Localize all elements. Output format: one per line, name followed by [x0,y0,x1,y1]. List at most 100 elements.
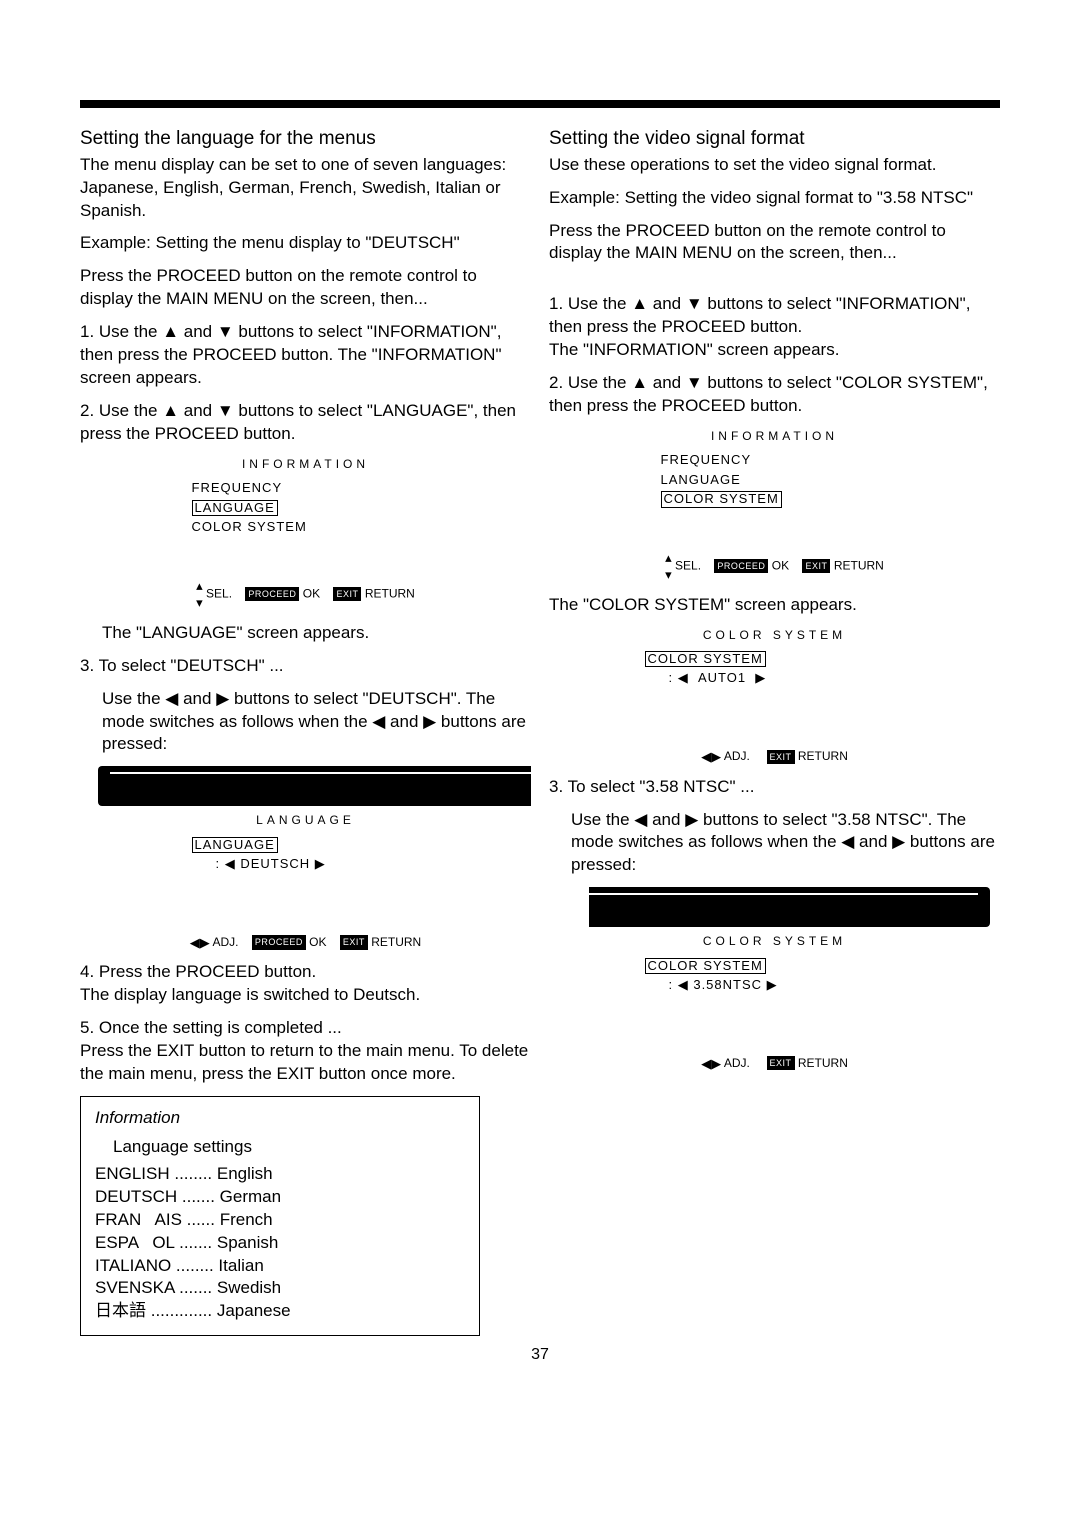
osd-ok: OK [303,586,320,600]
osd-item: COLOR SYSTEM [661,489,925,509]
exit-pill: EXIT [340,935,368,949]
osd-ok: OK [772,558,789,572]
osd-body: COLOR SYSTEM : ◀ AUTO1 ▶ [625,649,925,748]
mode-switch-diagram [589,887,990,927]
lang-row: SVENSKA ....... Swedish [95,1277,465,1300]
page-number: 37 [80,1346,1000,1364]
lang-row: DEUTSCH ....... German [95,1186,465,1209]
manual-page: Setting the language for the menus The m… [0,0,1080,1394]
osd-adj: ADJ. [212,935,238,949]
proceed-pill: PROCEED [714,559,768,573]
osd-value-row: : ◀ 3.58NTSC ▶ [645,975,925,995]
osd-item-highlight: COLOR SYSTEM [645,651,766,667]
osd-value: 3.58NTSC [693,977,762,992]
two-column-layout: Setting the language for the menus The m… [80,126,1000,1336]
left-press: Press the PROCEED button on the remote c… [80,265,531,311]
osd-footer: ▴▾ SEL. PROCEED OK EXIT RETURN [156,577,456,612]
right-step-3a: 3. To select "3.58 NTSC" ... [549,776,1000,799]
exit-pill: EXIT [767,750,795,764]
osd-return: RETURN [798,749,848,763]
osd-value-row: : ◀ AUTO1 ▶ [645,668,925,688]
leftright-icon: ◀▶ [701,748,721,766]
left-step-4: 4. Press the PROCEED button. The display… [80,961,531,1007]
osd-footer: ◀▶ ADJ. EXIT RETURN [625,748,925,766]
lang-row: ENGLISH ........ English [95,1163,465,1186]
osd-item-highlight: COLOR SYSTEM [645,958,766,974]
left-heading: Setting the language for the menus [80,126,531,152]
right-intro: Use these operations to set the video si… [549,154,1000,177]
lang-row: ESPA OL ....... Spanish [95,1232,465,1255]
osd-item: FREQUENCY [661,450,925,470]
left-step-5: 5. Once the setting is completed ... Pre… [80,1017,531,1086]
right-step-1: 1. Use the ▲ and ▼ buttons to select "IN… [549,293,1000,362]
proceed-pill: PROCEED [252,935,306,949]
osd-color-system-ntsc: COLOR SYSTEM COLOR SYSTEM : ◀ 3.58NTSC ▶… [625,933,925,1072]
osd-body: LANGUAGE : ◀ DEUTSCH ▶ [156,835,456,934]
left-example: Example: Setting the menu display to "DE… [80,232,531,255]
right-after-osd1: The "COLOR SYSTEM" screen appears. [549,594,1000,617]
osd-item: LANGUAGE [192,498,456,518]
lang-row: 日本語 ............. Japanese [95,1300,465,1323]
right-column: Setting the video signal format Use thes… [549,126,1000,1336]
lang-row: FRAN AIS ...... French [95,1209,465,1232]
right-press: Press the PROCEED button on the remote c… [549,220,1000,266]
left-intro: The menu display can be set to one of se… [80,154,531,223]
osd-item-highlight: LANGUAGE [192,837,278,853]
osd-ok: OK [309,935,326,949]
exit-pill: EXIT [802,559,830,573]
osd-value: DEUTSCH [240,856,310,871]
osd-item-highlight: LANGUAGE [192,500,278,516]
osd-value: AUTO1 [698,670,746,685]
osd-footer: ◀▶ ADJ. EXIT RETURN [625,1055,925,1073]
osd-language: LANGUAGE LANGUAGE : ◀ DEUTSCH ▶ ◀▶ ADJ. … [156,812,456,951]
right-step-2: 2. Use the ▲ and ▼ buttons to select "CO… [549,372,1000,418]
osd-footer: ◀▶ ADJ. PROCEED OK EXIT RETURN [156,934,456,952]
osd-body: FREQUENCY LANGUAGE COLOR SYSTEM [156,478,456,577]
osd-return: RETURN [371,935,421,949]
osd-footer: ▴▾ SEL. PROCEED OK EXIT RETURN [625,549,925,584]
infobox-subtitle: Language settings [113,1136,465,1159]
left-step-3a: 3. To select "DEUTSCH" ... [80,655,531,678]
osd-item: COLOR SYSTEM [192,517,456,537]
osd-item-highlight: COLOR SYSTEM [661,491,782,507]
infobox-title: Information [95,1107,465,1130]
osd-sel: SEL. [206,586,232,600]
osd-title: COLOR SYSTEM [625,933,925,949]
osd-title: INFORMATION [625,428,925,444]
osd-title: LANGUAGE [156,812,456,828]
osd-value-row: : ◀ DEUTSCH ▶ [192,854,456,874]
exit-pill: EXIT [333,587,361,601]
exit-pill: EXIT [767,1056,795,1070]
leftright-icon: ◀▶ [701,1055,721,1073]
osd-adj: ADJ. [724,749,750,763]
right-example: Example: Setting the video signal format… [549,187,1000,210]
osd-body: COLOR SYSTEM : ◀ 3.58NTSC ▶ [625,956,925,1055]
proceed-pill: PROCEED [245,587,299,601]
left-step-2: 2. Use the ▲ and ▼ buttons to select "LA… [80,400,531,446]
osd-title: INFORMATION [156,456,456,472]
osd-return: RETURN [798,1056,848,1070]
left-step-3b: Use the ◀ and ▶ buttons to select "DEUTS… [80,688,531,757]
left-step-1: 1. Use the ▲ and ▼ buttons to select "IN… [80,321,531,390]
osd-information-left: INFORMATION FREQUENCY LANGUAGE COLOR SYS… [156,456,456,612]
osd-item: FREQUENCY [192,478,456,498]
osd-body: FREQUENCY LANGUAGE COLOR SYSTEM [625,450,925,549]
updown-icon: ▴▾ [196,577,203,612]
right-step-3b: Use the ◀ and ▶ buttons to select "3.58 … [549,809,1000,878]
osd-return: RETURN [365,586,415,600]
language-table: ENGLISH ........ English DEUTSCH .......… [95,1163,465,1324]
osd-sel: SEL. [675,558,701,572]
left-column: Setting the language for the menus The m… [80,126,531,1336]
osd-return: RETURN [834,558,884,572]
mode-switch-diagram [98,766,531,806]
osd-title: COLOR SYSTEM [625,627,925,643]
osd-adj: ADJ. [724,1056,750,1070]
left-after-osd1: The "LANGUAGE" screen appears. [80,622,531,645]
osd-item: LANGUAGE [661,470,925,490]
section-divider [80,100,1000,108]
leftright-icon: ◀▶ [190,934,210,952]
osd-information-right: INFORMATION FREQUENCY LANGUAGE COLOR SYS… [625,428,925,584]
info-box: Information Language settings ENGLISH ..… [80,1096,480,1336]
lang-row: ITALIANO ........ Italian [95,1255,465,1278]
right-heading: Setting the video signal format [549,126,1000,152]
